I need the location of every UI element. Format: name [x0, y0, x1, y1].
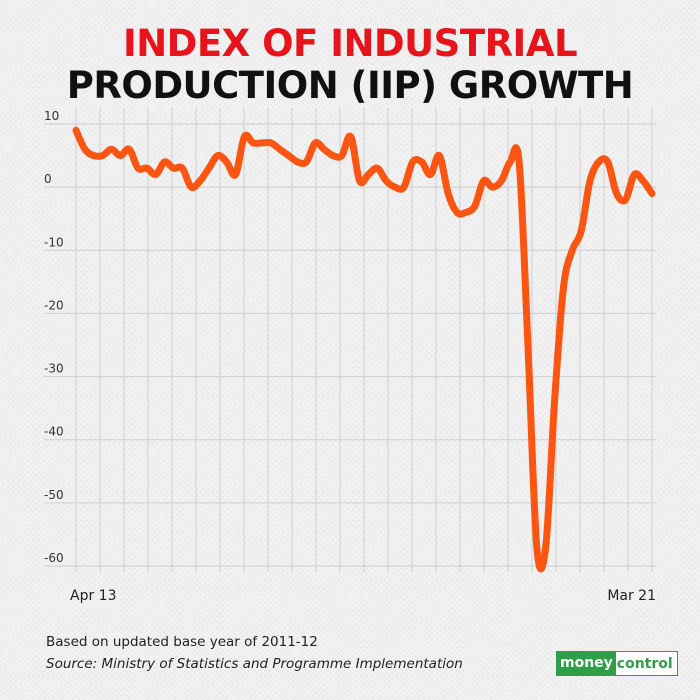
data-point [481, 178, 487, 184]
x-tick-label-end: Mar 21 [607, 588, 656, 604]
logo-part-money: money [556, 651, 616, 676]
y-tick-label: -40 [44, 425, 64, 439]
horizontal-gridlines [44, 123, 656, 567]
data-point [516, 159, 522, 165]
data-point [348, 134, 354, 140]
data-point [82, 146, 88, 152]
data-point [91, 153, 97, 159]
data-point [605, 159, 611, 165]
data-point [445, 191, 451, 197]
data-point [419, 159, 425, 165]
data-point [401, 184, 407, 190]
data-point [321, 146, 327, 152]
logo-part-control: control [615, 651, 678, 676]
data-point [365, 172, 371, 178]
data-point [392, 184, 398, 190]
data-point [277, 146, 283, 152]
data-point [233, 172, 239, 178]
moneycontrol-logo: money control [556, 651, 678, 676]
data-point [596, 159, 602, 165]
data-point [73, 127, 79, 133]
data-point [374, 165, 380, 171]
data-point [171, 165, 177, 171]
data-point [410, 159, 416, 165]
chart-title-line-2: PRODUCTION (IIP) GROWTH [66, 64, 634, 107]
data-point [534, 544, 540, 550]
data-point [552, 399, 558, 405]
source-note: Source: Ministry of Statistics and Progr… [46, 656, 463, 672]
data-point [108, 146, 114, 152]
y-tick-label: -60 [44, 551, 64, 565]
data-point [587, 178, 593, 184]
data-point [286, 153, 292, 159]
data-point [117, 153, 123, 159]
chart-title-line-1: INDEX OF INDUSTRIAL [122, 22, 578, 65]
y-tick-label: -50 [44, 488, 64, 502]
data-point [357, 178, 363, 184]
data-point [100, 153, 106, 159]
y-tick-label: -30 [44, 362, 64, 376]
data-point [649, 191, 655, 197]
data-point [383, 178, 389, 184]
data-point [206, 165, 212, 171]
data-point [614, 191, 620, 197]
data-point [436, 153, 442, 159]
data-point [268, 140, 274, 146]
data-point [144, 165, 150, 171]
y-tick-label: 0 [44, 172, 52, 186]
data-point [153, 172, 159, 178]
data-point [640, 178, 646, 184]
data-point [543, 544, 549, 550]
data-point [463, 209, 469, 215]
series-layer [72, 126, 656, 573]
data-point [197, 178, 203, 184]
data-point [507, 159, 513, 165]
x-tick-label-start: Apr 13 [70, 588, 116, 604]
y-tick-label: 10 [44, 109, 59, 123]
data-point [224, 159, 230, 165]
y-axis-tick-labels: 10 0 -10 -20 -30 -40 -50 -60 [44, 109, 64, 565]
data-point [631, 172, 637, 178]
data-point [312, 140, 318, 146]
data-point [490, 184, 496, 190]
data-point [179, 165, 185, 171]
data-point [472, 203, 478, 209]
data-point [303, 159, 309, 165]
data-point [188, 184, 194, 190]
data-point [250, 140, 256, 146]
data-point [126, 146, 132, 152]
data-point [162, 159, 168, 165]
data-point [259, 140, 265, 146]
data-point [135, 165, 141, 171]
data-point [622, 197, 628, 203]
data-point [215, 153, 221, 159]
x-axis-tick-labels: Apr 13 Mar 21 [70, 588, 656, 604]
base-year-note: Based on updated base year of 2011-12 [46, 634, 318, 650]
data-point [454, 209, 460, 215]
data-point [428, 172, 434, 178]
data-point [578, 228, 584, 234]
data-point [498, 178, 504, 184]
data-point [339, 153, 345, 159]
data-point [569, 247, 575, 253]
data-point [525, 342, 531, 348]
data-point [560, 285, 566, 291]
y-tick-label: -10 [44, 235, 64, 249]
data-point [241, 134, 247, 140]
y-tick-label: -20 [44, 298, 64, 312]
data-point [295, 159, 301, 165]
series-line-iip-growth [72, 126, 656, 573]
data-point [330, 153, 336, 159]
